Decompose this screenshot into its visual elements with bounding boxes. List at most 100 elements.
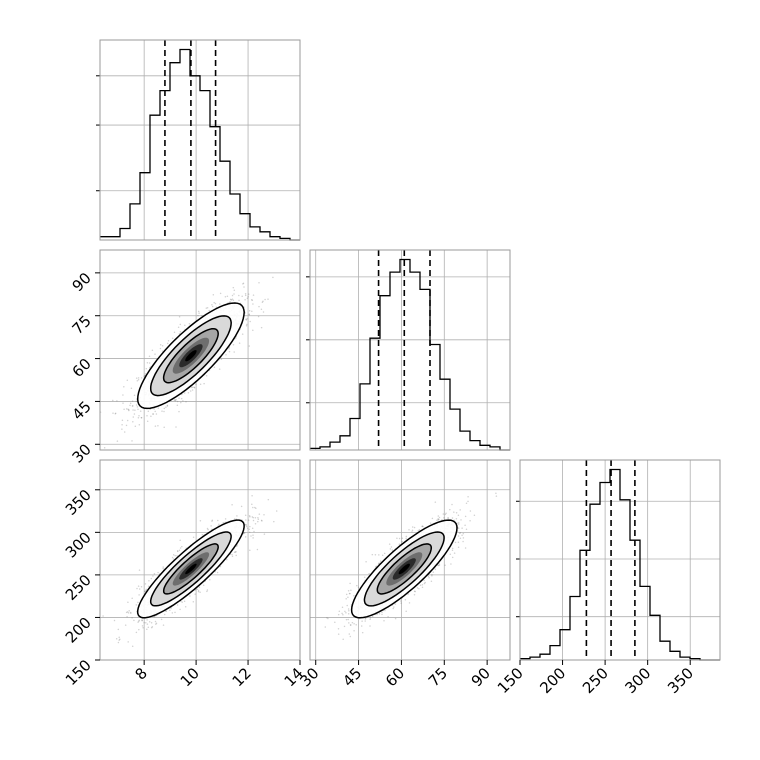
- scatter-point: [173, 399, 176, 401]
- scatter-point: [264, 298, 266, 301]
- scatter-point: [155, 413, 158, 415]
- scatter-point: [231, 294, 234, 297]
- scatter-point: [206, 590, 208, 593]
- scatter-point: [350, 589, 352, 591]
- scatter-point: [457, 546, 460, 549]
- scatter-point: [154, 425, 157, 427]
- scatter-point: [257, 315, 260, 318]
- scatter-point: [141, 619, 143, 622]
- scatter-point: [245, 519, 247, 521]
- scatter-point: [495, 492, 497, 494]
- scatter-point: [364, 617, 366, 620]
- scatter-point: [142, 626, 144, 629]
- scatter-point: [462, 532, 465, 535]
- scatter-point: [390, 546, 393, 548]
- scatter-point: [174, 554, 176, 557]
- scatter-point: [252, 506, 254, 509]
- scatter-point: [162, 624, 165, 626]
- scatter-point: [233, 351, 235, 353]
- scatter-point: [193, 387, 196, 389]
- scatter-point: [248, 528, 251, 531]
- scatter-point: [182, 400, 184, 402]
- scatter-point: [184, 605, 187, 608]
- scatter-point: [363, 576, 366, 579]
- scatter-point: [228, 348, 230, 350]
- scatter-point: [225, 354, 227, 356]
- scatter-point: [132, 416, 135, 418]
- scatter-point: [444, 564, 446, 566]
- scatter-point: [248, 313, 251, 315]
- scatter-point: [243, 531, 245, 534]
- scatter-point: [238, 299, 240, 302]
- scatter-point: [257, 517, 259, 519]
- scatter-point: [342, 638, 344, 641]
- scatter-point: [145, 588, 148, 591]
- scatter-point: [272, 276, 274, 279]
- scatter-point: [229, 301, 231, 303]
- scatter-point: [262, 300, 264, 303]
- scatter-point: [231, 553, 233, 556]
- scatter-point: [130, 387, 133, 390]
- scatter-point: [116, 440, 119, 442]
- scatter-point: [122, 394, 124, 396]
- scatter-point: [126, 419, 129, 422]
- scatter-point: [141, 619, 143, 622]
- scatter-point: [467, 500, 469, 503]
- scatter-point: [423, 579, 425, 582]
- scatter-point: [401, 537, 404, 539]
- scatter-point: [348, 622, 350, 624]
- scatter-point: [250, 535, 252, 537]
- scatter-point: [112, 412, 114, 414]
- scatter-point: [378, 562, 380, 564]
- scatter-point: [179, 331, 182, 333]
- scatter-point: [436, 519, 438, 521]
- scatter-point: [413, 594, 416, 596]
- scatter-point: [421, 525, 424, 527]
- scatter-point: [144, 373, 147, 375]
- scatter-point: [465, 528, 468, 531]
- scatter-point: [138, 569, 141, 571]
- scatter-point: [419, 584, 422, 586]
- scatter-point: [174, 400, 177, 402]
- scatter-point: [465, 502, 468, 504]
- panel-background: [100, 40, 300, 240]
- scatter-point: [132, 405, 134, 407]
- scatter-point: [176, 604, 179, 606]
- scatter-point: [135, 631, 138, 634]
- scatter-point: [195, 383, 197, 386]
- scatter-point: [137, 377, 140, 379]
- histogram-panel-p2: [306, 249, 511, 451]
- scatter-point: [251, 516, 254, 518]
- scatter-panel-p1-p2: [99, 249, 301, 451]
- scatter-point: [224, 295, 227, 298]
- scatter-point: [350, 624, 352, 626]
- scatter-point: [450, 563, 452, 565]
- scatter-point: [157, 571, 159, 574]
- scatter-point: [233, 293, 235, 295]
- scatter-point: [192, 536, 195, 538]
- scatter-point: [349, 635, 352, 638]
- scatter-point: [389, 548, 392, 550]
- scatter-point: [121, 424, 123, 426]
- scatter-point: [230, 299, 233, 301]
- histogram-step-line: [520, 468, 720, 661]
- scatter-point: [211, 303, 213, 306]
- scatter-point: [251, 299, 254, 301]
- scatter-point: [369, 618, 371, 621]
- scatter-point: [118, 639, 120, 641]
- scatter-point: [181, 601, 183, 603]
- scatter-point: [388, 543, 391, 545]
- scatter-point: [418, 588, 420, 590]
- scatter-point: [172, 553, 175, 556]
- scatter-point: [125, 424, 128, 427]
- scatter-point: [414, 590, 416, 593]
- scatter-point: [434, 501, 437, 503]
- scatter-point: [123, 408, 125, 411]
- scatter-point: [398, 537, 401, 540]
- scatter-point: [174, 611, 176, 614]
- scatter-point: [381, 611, 383, 613]
- scatter-point: [114, 412, 117, 415]
- panel-frame: [309, 249, 511, 451]
- scatter-point: [351, 621, 354, 624]
- scatter-point: [459, 537, 462, 539]
